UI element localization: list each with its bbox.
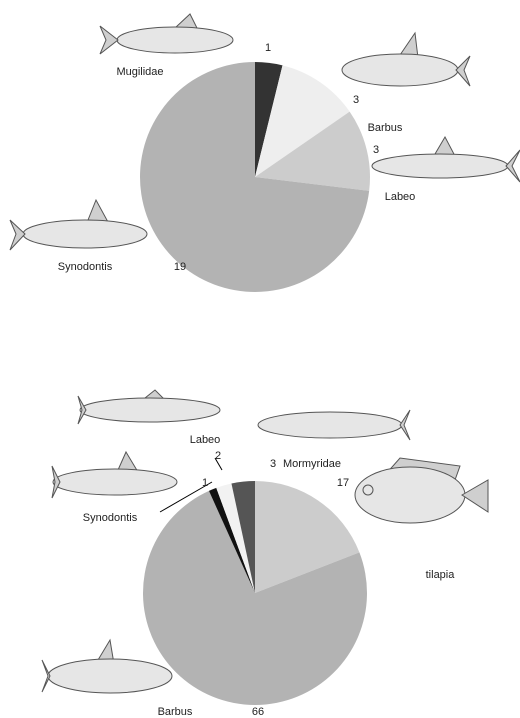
- category-label: Labeo: [385, 191, 416, 203]
- pie-slice: [255, 481, 360, 593]
- pie-slice: [216, 483, 255, 593]
- pie-slice: [139, 61, 370, 292]
- category-label: Synodontis: [58, 261, 113, 273]
- fish-synodontis-2: [51, 450, 178, 499]
- value-label: 66: [252, 706, 264, 718]
- category-label: Barbus: [158, 706, 193, 718]
- value-label: 3: [373, 144, 379, 156]
- category-label: Mugilidae: [116, 66, 163, 78]
- pie-slice: [255, 62, 283, 177]
- fish-mormyridae: [257, 409, 411, 441]
- fish-labeo-2: [77, 389, 221, 425]
- fish-illustrations: [9, 13, 520, 694]
- value-label: 1: [265, 42, 271, 54]
- pie-slice: [143, 490, 368, 705]
- fish-labeo-1: [371, 135, 520, 183]
- pie-slice: [255, 111, 370, 191]
- value-label: 19: [174, 261, 186, 273]
- value-label: 3: [270, 458, 276, 470]
- fish-synodontis-1: [9, 198, 148, 251]
- fish-barbus-1: [341, 31, 471, 87]
- fish-barbus-2: [41, 638, 173, 694]
- value-label: 3: [353, 94, 359, 106]
- fish-tilapia: [354, 457, 489, 524]
- value-label: 2: [215, 450, 221, 462]
- category-label: tilapia: [426, 569, 456, 581]
- category-label: Barbus: [368, 122, 403, 134]
- category-label: Mormyridae: [283, 458, 341, 470]
- leader-line: [159, 481, 213, 513]
- leader-lines: [159, 457, 223, 513]
- value-label: 17: [337, 477, 349, 489]
- pie-slice: [231, 481, 255, 593]
- pie-slice: [208, 487, 255, 593]
- value-label: 1: [202, 477, 208, 489]
- category-label: Labeo: [190, 434, 221, 446]
- category-label: Synodontis: [83, 512, 138, 524]
- fish-mugilidae: [99, 13, 234, 55]
- leader-line: [214, 457, 223, 471]
- pie-slice: [255, 65, 350, 177]
